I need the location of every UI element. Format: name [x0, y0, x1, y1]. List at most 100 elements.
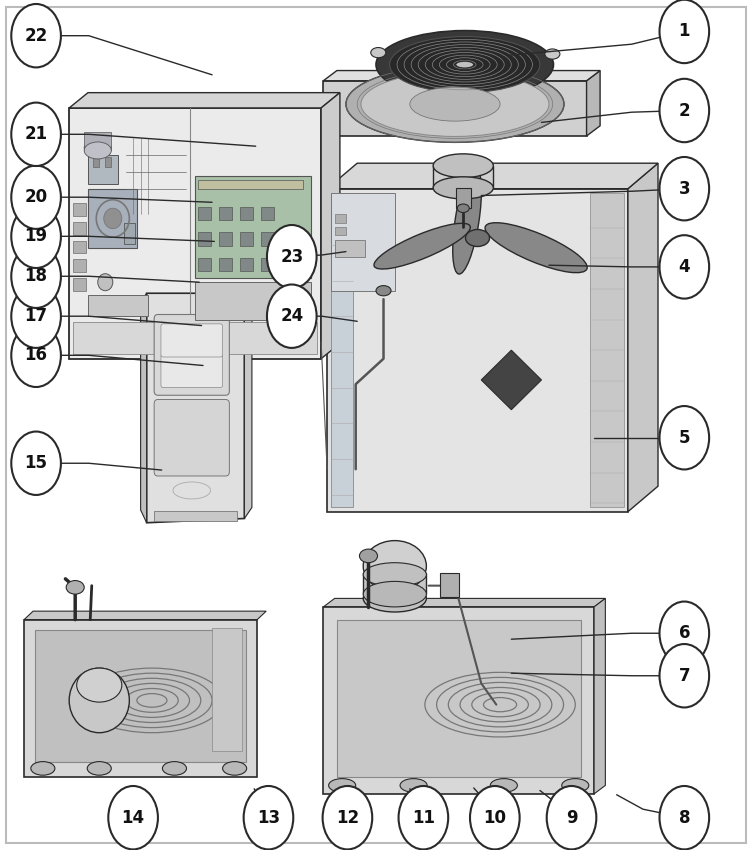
Bar [335, 214, 346, 223]
Ellipse shape [363, 563, 426, 586]
Text: 15: 15 [25, 454, 47, 473]
Bar [240, 207, 253, 220]
Polygon shape [628, 163, 658, 512]
Bar [105, 157, 111, 167]
Bar [73, 322, 317, 354]
Ellipse shape [77, 668, 122, 702]
Bar [73, 259, 86, 272]
Text: 4: 4 [678, 258, 690, 276]
Text: 7: 7 [678, 666, 690, 685]
Ellipse shape [11, 4, 61, 67]
FancyBboxPatch shape [161, 324, 223, 357]
Polygon shape [323, 607, 594, 794]
Polygon shape [594, 598, 605, 794]
Ellipse shape [456, 61, 474, 68]
Polygon shape [327, 189, 628, 512]
Text: 5: 5 [678, 428, 690, 447]
Polygon shape [327, 163, 658, 189]
Bar [261, 207, 274, 220]
Bar [331, 193, 353, 507]
Ellipse shape [11, 205, 61, 268]
Ellipse shape [359, 549, 378, 563]
Ellipse shape [660, 406, 709, 469]
Ellipse shape [400, 779, 427, 792]
Bar [73, 278, 86, 291]
Ellipse shape [11, 324, 61, 387]
Bar [198, 207, 211, 220]
Ellipse shape [361, 72, 549, 136]
Ellipse shape [371, 48, 386, 58]
Ellipse shape [98, 274, 113, 291]
Polygon shape [481, 350, 541, 410]
Ellipse shape [547, 786, 596, 849]
Polygon shape [323, 598, 605, 607]
Bar [198, 232, 211, 246]
Bar [335, 227, 346, 235]
Polygon shape [24, 620, 257, 777]
Text: 6: 6 [678, 624, 690, 643]
Polygon shape [69, 108, 321, 359]
Ellipse shape [346, 66, 564, 143]
Bar [219, 258, 232, 271]
Polygon shape [244, 285, 252, 518]
Text: 12: 12 [336, 808, 359, 827]
Bar [88, 155, 118, 184]
Bar [433, 166, 493, 188]
Polygon shape [323, 81, 587, 136]
Polygon shape [321, 93, 340, 359]
Bar [124, 223, 135, 244]
Text: 8: 8 [678, 808, 690, 827]
Ellipse shape [69, 668, 129, 733]
Bar [198, 180, 304, 189]
Bar [240, 258, 253, 271]
Bar [88, 295, 148, 316]
Bar [261, 258, 274, 271]
Polygon shape [69, 93, 340, 108]
Text: 13: 13 [257, 808, 280, 827]
Ellipse shape [363, 585, 426, 612]
Ellipse shape [323, 786, 372, 849]
Polygon shape [24, 611, 266, 620]
Ellipse shape [660, 644, 709, 707]
Bar [261, 232, 274, 246]
Ellipse shape [660, 0, 709, 63]
Text: 23: 23 [280, 247, 303, 266]
Ellipse shape [87, 762, 111, 775]
Ellipse shape [562, 779, 589, 792]
Ellipse shape [223, 762, 247, 775]
Ellipse shape [11, 166, 61, 229]
Ellipse shape [470, 786, 520, 849]
Bar [240, 232, 253, 246]
Ellipse shape [453, 167, 481, 274]
Bar [212, 628, 242, 751]
Bar [219, 232, 232, 246]
Ellipse shape [363, 581, 426, 607]
Ellipse shape [410, 88, 500, 122]
Text: 14: 14 [122, 808, 144, 827]
Ellipse shape [376, 31, 553, 99]
Text: 20: 20 [25, 188, 47, 207]
Polygon shape [141, 293, 147, 523]
Bar [73, 203, 86, 216]
Ellipse shape [11, 285, 61, 348]
Ellipse shape [11, 245, 61, 308]
Text: 21: 21 [25, 125, 47, 144]
Ellipse shape [84, 142, 111, 159]
Ellipse shape [660, 235, 709, 298]
Text: 1: 1 [678, 22, 690, 41]
Ellipse shape [31, 762, 55, 775]
Text: 11: 11 [412, 808, 435, 827]
Ellipse shape [490, 779, 517, 792]
Bar [88, 189, 137, 248]
Ellipse shape [108, 786, 158, 849]
Ellipse shape [104, 208, 122, 229]
Polygon shape [587, 71, 600, 136]
Text: 3: 3 [678, 179, 690, 198]
Ellipse shape [11, 103, 61, 166]
Ellipse shape [433, 154, 493, 178]
Ellipse shape [267, 285, 317, 348]
FancyBboxPatch shape [154, 400, 229, 476]
Text: 9: 9 [566, 808, 578, 827]
Ellipse shape [329, 779, 356, 792]
FancyBboxPatch shape [161, 354, 223, 388]
